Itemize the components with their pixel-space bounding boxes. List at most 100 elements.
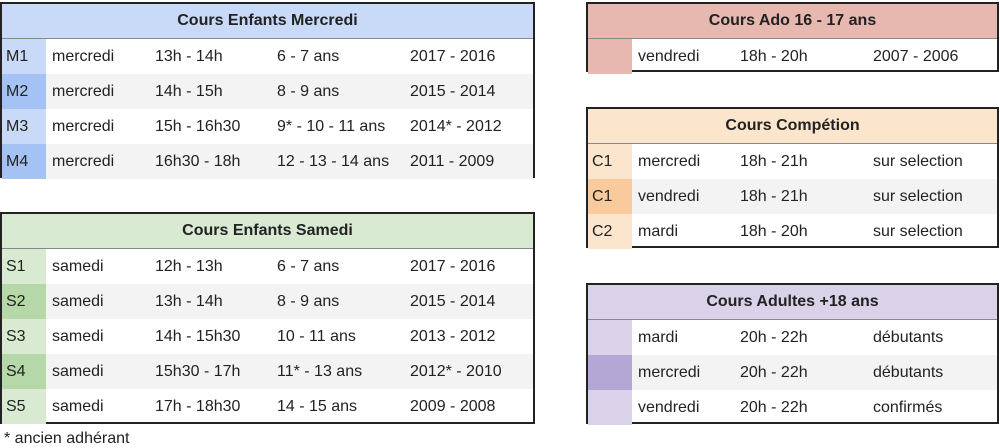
row-age: 6 - 7 ans bbox=[277, 48, 340, 65]
row-time: 14h - 15h bbox=[155, 83, 223, 100]
table-row: M1 mercredi 13h - 14h 6 - 7 ans 2017 - 2016 bbox=[2, 39, 533, 74]
table-title: Cours Compétion bbox=[588, 109, 997, 144]
row-code bbox=[588, 320, 632, 355]
row-years: 2009 - 2008 bbox=[410, 398, 496, 415]
row-age: 8 - 9 ans bbox=[277, 83, 340, 100]
table-cours-ado: Cours Ado 16 - 17 ans vendredi 18h - 20h 2… bbox=[586, 2, 999, 74]
row-time: 15h30 - 17h bbox=[155, 363, 241, 380]
footnote: * ancien adhérant bbox=[4, 430, 130, 447]
row-day: mardi bbox=[638, 223, 679, 240]
table-row: mercredi 20h - 22h débutants bbox=[588, 355, 997, 390]
row-code: C2 bbox=[588, 214, 632, 249]
row-years: 2014* - 2012 bbox=[410, 118, 502, 135]
row-code: S1 bbox=[2, 249, 46, 284]
row-code: M3 bbox=[2, 109, 46, 144]
row-day: vendredi bbox=[638, 188, 700, 205]
row-code: M1 bbox=[2, 39, 46, 74]
row-code: S3 bbox=[2, 319, 46, 354]
row-info: sur selection bbox=[873, 188, 963, 205]
row-day: mercredi bbox=[52, 153, 115, 170]
table-title: Cours Enfants Samedi bbox=[2, 214, 533, 249]
row-time: 13h - 14h bbox=[155, 48, 223, 65]
row-time: 18h - 20h bbox=[740, 223, 808, 240]
row-time: 20h - 22h bbox=[740, 329, 808, 346]
row-day: samedi bbox=[52, 328, 104, 345]
row-time: 18h - 21h bbox=[740, 153, 808, 170]
table-row: mardi 20h - 22h débutants bbox=[588, 320, 997, 355]
table-row: M2 mercredi 14h - 15h 8 - 9 ans 2015 - 2014 bbox=[2, 74, 533, 109]
row-day: samedi bbox=[52, 258, 104, 275]
table-row: C1 vendredi 18h - 21h sur selection bbox=[588, 179, 997, 214]
row-day: mardi bbox=[638, 329, 679, 346]
table-cours-competition: Cours Compétion C1 mercredi 18h - 21h sur s… bbox=[586, 107, 999, 249]
table-row: S4 samedi 15h30 - 17h 11* - 13 ans 2012* - 2… bbox=[2, 354, 533, 389]
table-row: M4 mercredi 16h30 - 18h 12 - 13 - 14 ans 201… bbox=[2, 144, 533, 179]
row-code: M4 bbox=[2, 144, 46, 179]
row-years: 2017 - 2016 bbox=[410, 258, 496, 275]
row-time: 13h - 14h bbox=[155, 293, 223, 310]
row-day: vendredi bbox=[638, 399, 700, 416]
row-day: samedi bbox=[52, 363, 104, 380]
row-time: 15h - 16h30 bbox=[155, 118, 241, 135]
table-row: C1 mercredi 18h - 21h sur selection bbox=[588, 144, 997, 179]
table-cours-adultes: Cours Adultes +18 ans mardi 20h - 22h débu… bbox=[586, 283, 999, 425]
row-day: samedi bbox=[52, 293, 104, 310]
row-time: 17h - 18h30 bbox=[155, 398, 241, 415]
row-time: 20h - 22h bbox=[740, 399, 808, 416]
table-title: Cours Ado 16 - 17 ans bbox=[588, 4, 997, 39]
row-age: 14 - 15 ans bbox=[277, 398, 358, 415]
row-time: 16h30 - 18h bbox=[155, 153, 241, 170]
row-years: 2017 - 2016 bbox=[410, 48, 496, 65]
table-cours-enfants-samedi: Cours Enfants Samedi S1 samedi 12h - 13h 6 … bbox=[0, 212, 535, 424]
table-title: Cours Enfants Mercredi bbox=[2, 4, 533, 39]
row-day: mercredi bbox=[52, 48, 115, 65]
row-code: C1 bbox=[588, 179, 632, 214]
row-age: 11* - 13 ans bbox=[277, 363, 363, 380]
row-day: mercredi bbox=[638, 364, 701, 381]
row-code bbox=[588, 39, 632, 74]
row-age: 10 - 11 ans bbox=[277, 328, 356, 345]
row-code bbox=[588, 390, 632, 425]
row-info: débutants bbox=[873, 329, 944, 346]
row-years: 2011 - 2009 bbox=[410, 153, 495, 170]
row-code: C1 bbox=[588, 144, 632, 179]
table-row: S5 samedi 17h - 18h30 14 - 15 ans 2009 - 200… bbox=[2, 389, 533, 424]
row-info: confirmés bbox=[873, 399, 943, 416]
table-row: S2 samedi 13h - 14h 8 - 9 ans 2015 - 2014 bbox=[2, 284, 533, 319]
row-time: 18h - 20h bbox=[740, 48, 808, 65]
row-day: samedi bbox=[52, 398, 104, 415]
row-code: S4 bbox=[2, 354, 46, 389]
row-info: sur selection bbox=[873, 223, 963, 240]
row-day: mercredi bbox=[52, 83, 115, 100]
row-age: 9* - 10 - 11 ans bbox=[277, 118, 386, 135]
row-code bbox=[588, 355, 632, 390]
row-years: 2015 - 2014 bbox=[410, 293, 496, 310]
table-row: vendredi 20h - 22h confirmés bbox=[588, 390, 997, 425]
table-row: S1 samedi 12h - 13h 6 - 7 ans 2017 - 2016 bbox=[2, 249, 533, 284]
row-code: M2 bbox=[2, 74, 46, 109]
table-row: M3 mercredi 15h - 16h30 9* - 10 - 11 ans 201… bbox=[2, 109, 533, 144]
row-age: 12 - 13 - 14 ans bbox=[277, 153, 390, 170]
row-age: 8 - 9 ans bbox=[277, 293, 340, 310]
row-time: 12h - 13h bbox=[155, 258, 223, 275]
table-row: S3 samedi 14h - 15h30 10 - 11 ans 2013 - 201… bbox=[2, 319, 533, 354]
row-info: débutants bbox=[873, 364, 944, 381]
row-code: S5 bbox=[2, 389, 46, 424]
row-info: sur selection bbox=[873, 153, 963, 170]
row-years: 2013 - 2012 bbox=[410, 328, 496, 345]
row-years: 2012* - 2010 bbox=[410, 363, 502, 380]
table-row: vendredi 18h - 20h 2007 - 2006 bbox=[588, 39, 997, 74]
row-code: S2 bbox=[2, 284, 46, 319]
row-info: 2007 - 2006 bbox=[873, 48, 959, 65]
table-title: Cours Adultes +18 ans bbox=[588, 285, 997, 320]
row-time: 20h - 22h bbox=[740, 364, 808, 381]
table-row: C2 mardi 18h - 20h sur selection bbox=[588, 214, 997, 249]
row-day: vendredi bbox=[638, 48, 700, 65]
row-time: 18h - 21h bbox=[740, 188, 808, 205]
row-years: 2015 - 2014 bbox=[410, 83, 496, 100]
row-age: 6 - 7 ans bbox=[277, 258, 340, 275]
row-day: mercredi bbox=[638, 153, 701, 170]
row-time: 14h - 15h30 bbox=[155, 328, 241, 345]
table-cours-enfants-mercredi: Cours Enfants Mercredi M1 mercredi 13h - 1… bbox=[0, 2, 535, 179]
row-day: mercredi bbox=[52, 118, 115, 135]
